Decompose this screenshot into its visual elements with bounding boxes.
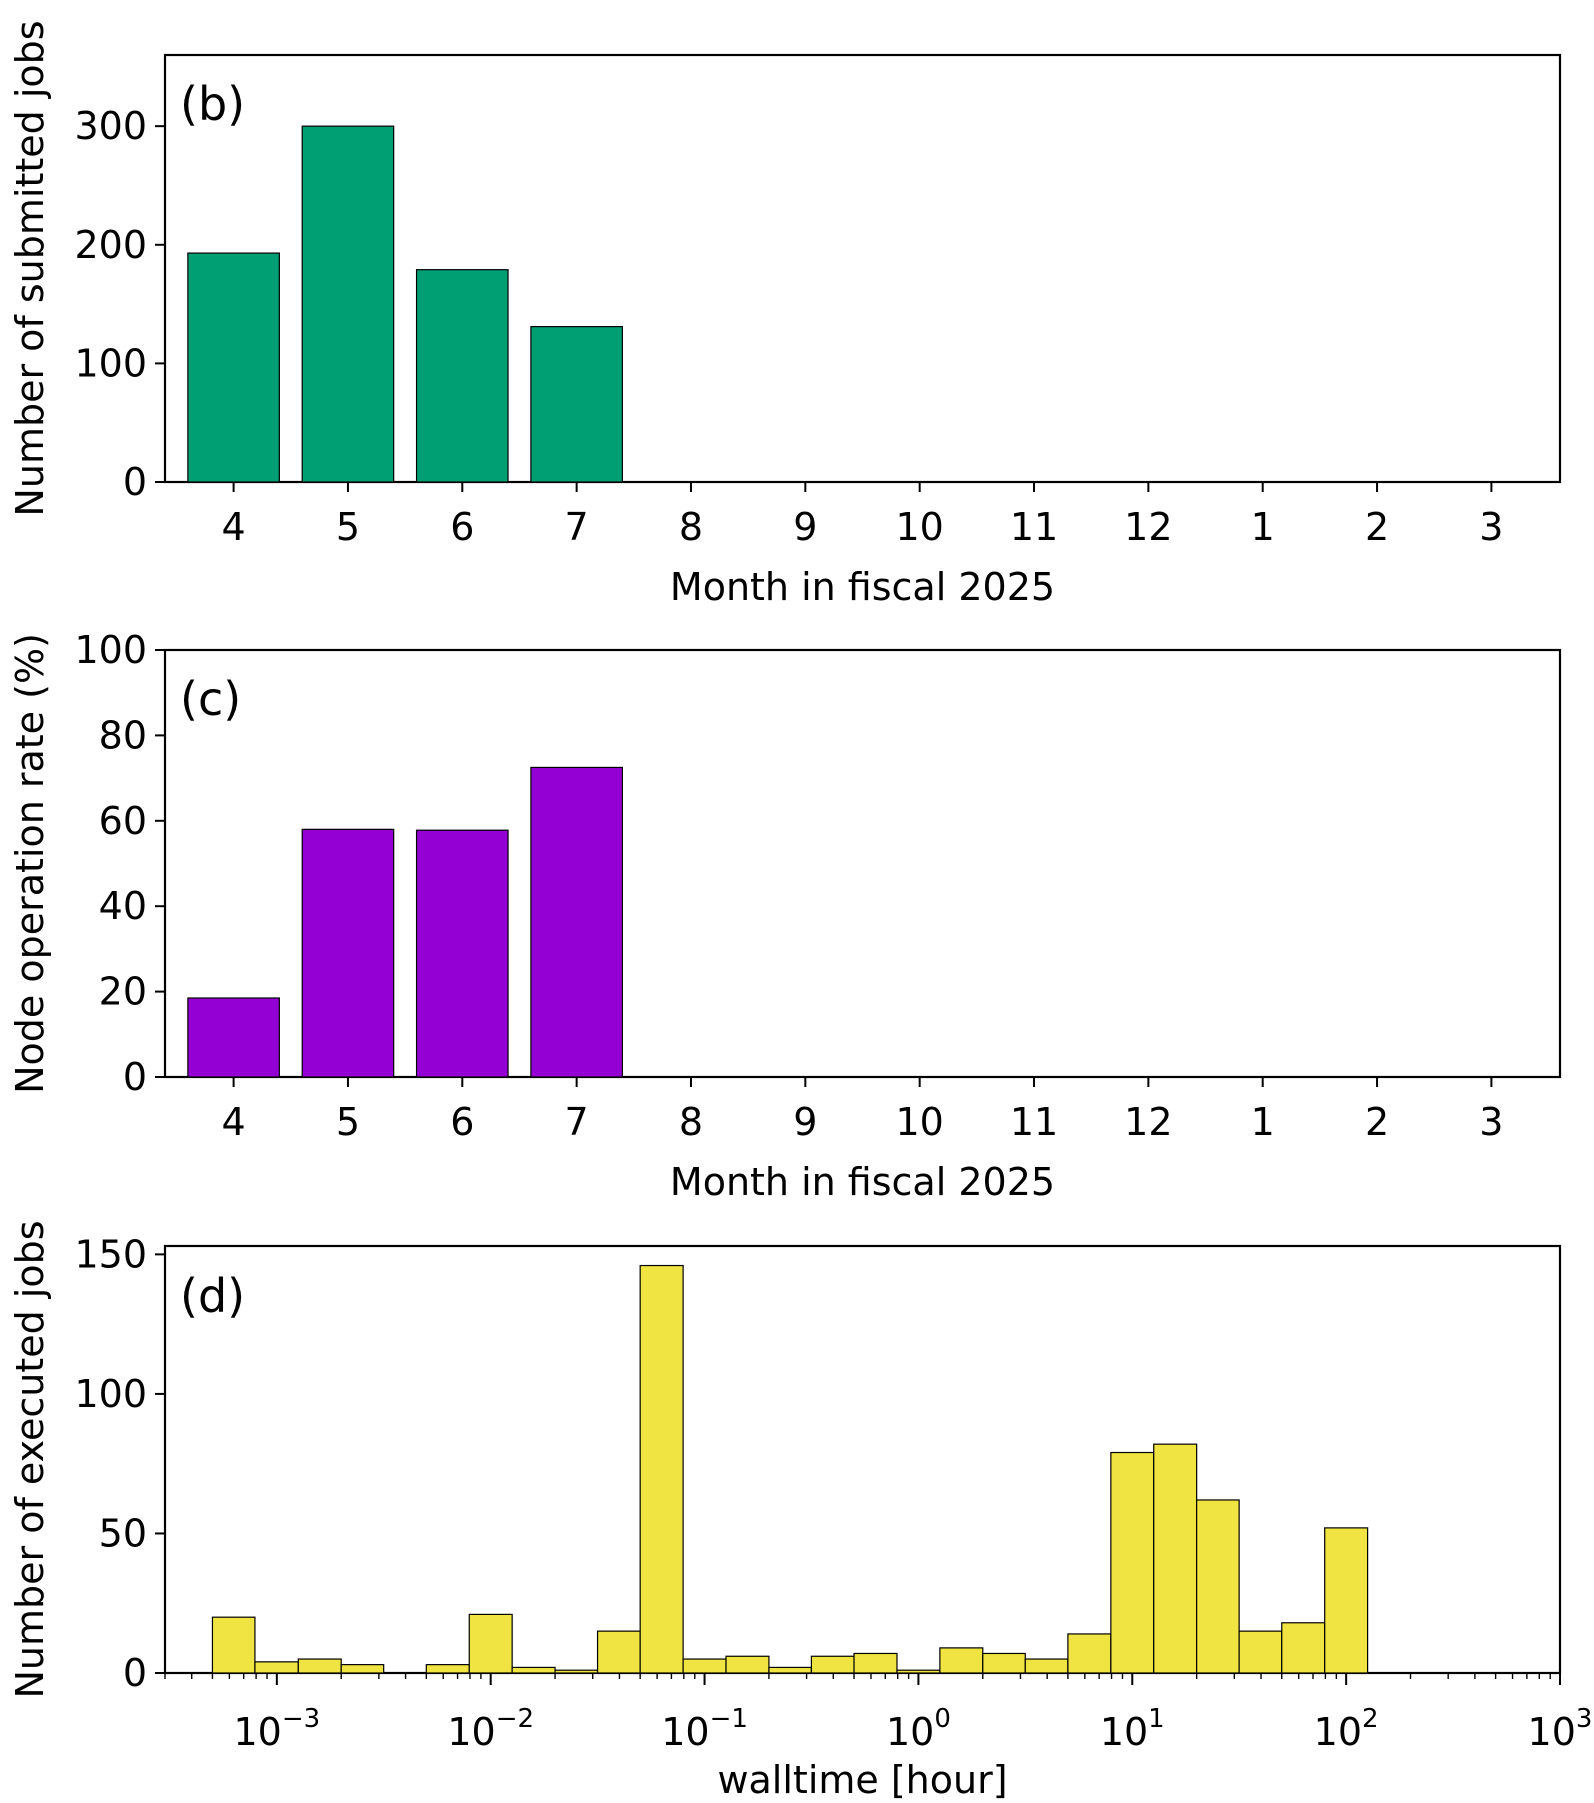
b-x-tick-label: 10 (895, 505, 943, 549)
b-x-tick-label: 1 (1251, 505, 1275, 549)
d-hist-bar (1067, 1633, 1112, 1674)
d-x-tick-label: 102 (1314, 1704, 1379, 1754)
d-y-tick-label: 0 (123, 1651, 147, 1695)
d-hist-bar (682, 1658, 727, 1674)
d-hist-bar (554, 1669, 599, 1674)
d-x-tick-label: 100 (886, 1704, 951, 1754)
d-hist-bar (511, 1666, 556, 1674)
c-y-tick-label: 40 (99, 884, 147, 928)
d-y-tick-label: 50 (99, 1511, 147, 1555)
b-y-axis-label: Number of submitted jobs (8, 20, 52, 516)
panel-c-chart: (c) Node operation rate (%) Month in fisca… (8, 628, 1562, 1204)
d-hist-bar (468, 1613, 513, 1674)
d-hist-bar (896, 1669, 941, 1674)
b-bar (187, 252, 280, 483)
b-x-axis-label: Month in fiscal 2025 (670, 565, 1055, 609)
c-x-tick-label: 12 (1124, 1100, 1172, 1144)
b-axes-frame (163, 53, 1562, 484)
b-y-tick-label: 200 (74, 223, 147, 267)
c-y-tick-label: 20 (99, 970, 147, 1014)
b-x-tick-label: 2 (1365, 505, 1389, 549)
b-bar (415, 269, 509, 483)
d-x-tick-label: 10−1 (661, 1704, 748, 1754)
c-bar (187, 997, 280, 1078)
c-x-tick-label: 9 (793, 1100, 817, 1144)
d-x-tick-label: 10−2 (447, 1704, 534, 1754)
b-x-tick-label: 7 (565, 505, 589, 549)
b-x-tick-label: 11 (1010, 505, 1058, 549)
b-y-tick-label: 300 (74, 104, 147, 148)
b-x-tick-label: 6 (450, 505, 474, 549)
d-hist-bar (982, 1652, 1026, 1674)
c-x-axis-label: Month in fiscal 2025 (670, 1160, 1055, 1204)
d-hist-bar (1324, 1527, 1369, 1674)
d-hist-bar (639, 1264, 684, 1674)
b-panel-label: (b) (180, 77, 245, 131)
c-x-tick-label: 6 (450, 1100, 474, 1144)
b-y-tick-label: 0 (123, 460, 147, 504)
b-x-tick-label: 9 (793, 505, 817, 549)
d-hist-bar (211, 1616, 256, 1674)
d-hist-bar (939, 1647, 984, 1674)
d-hist-bar (596, 1630, 641, 1674)
c-bar (530, 766, 623, 1078)
b-x-tick-label: 5 (336, 505, 360, 549)
c-x-tick-label: 11 (1010, 1100, 1058, 1144)
c-x-tick-label: 5 (336, 1100, 360, 1144)
d-hist-bar (810, 1655, 855, 1674)
c-x-tick-label: 10 (895, 1100, 943, 1144)
c-y-tick-label: 100 (74, 628, 147, 672)
panel-d-chart: (d) Number of executed jobs walltime [hour… (8, 1220, 1592, 1802)
d-y-tick-label: 150 (74, 1232, 147, 1276)
d-hist-bar (853, 1652, 898, 1674)
d-y-tick-label: 100 (74, 1372, 147, 1416)
d-hist-bar (1196, 1499, 1240, 1674)
b-y-tick-label: 100 (74, 341, 147, 385)
c-x-tick-label: 3 (1479, 1100, 1503, 1144)
d-hist-bar (725, 1655, 770, 1674)
c-panel-label: (c) (180, 672, 241, 726)
d-hist-bar (340, 1664, 385, 1674)
c-y-tick-label: 0 (123, 1055, 147, 1099)
b-bar (301, 125, 395, 483)
c-x-tick-label: 1 (1251, 1100, 1275, 1144)
d-x-tick-label: 101 (1100, 1704, 1165, 1754)
c-x-tick-label: 2 (1365, 1100, 1389, 1144)
d-x-tick-label: 10−3 (233, 1704, 320, 1754)
c-x-tick-label: 7 (565, 1100, 589, 1144)
d-panel-label: (d) (180, 1269, 245, 1323)
c-bar (301, 828, 395, 1078)
d-hist-bar (254, 1661, 299, 1674)
b-x-tick-label: 3 (1479, 505, 1503, 549)
d-hist-bar (1281, 1622, 1326, 1674)
d-hist-bar (1238, 1630, 1283, 1674)
b-x-tick-label: 12 (1124, 505, 1172, 549)
d-hist-bar (768, 1666, 813, 1674)
d-x-axis-label: walltime [hour] (717, 1758, 1007, 1802)
c-x-tick-label: 8 (679, 1100, 703, 1144)
b-bar (530, 326, 623, 483)
c-y-tick-label: 60 (99, 799, 147, 843)
b-x-tick-label: 4 (222, 505, 246, 549)
d-hist-bar (425, 1664, 470, 1674)
d-hist-bar (1110, 1451, 1155, 1674)
d-hist-bar (1024, 1658, 1069, 1674)
c-axes-frame (163, 648, 1562, 1079)
panel-b-chart: (b) Number of submitted jobs Month in fisc… (8, 20, 1562, 609)
c-y-tick-label: 80 (99, 713, 147, 757)
c-y-axis-label: Node operation rate (%) (8, 633, 52, 1094)
d-hist-bar (1153, 1443, 1198, 1674)
d-x-tick-label: 103 (1528, 1704, 1593, 1754)
d-hist-bar (297, 1658, 342, 1674)
d-y-axis-label: Number of executed jobs (8, 1220, 52, 1698)
c-x-tick-label: 4 (222, 1100, 246, 1144)
c-bar (415, 829, 509, 1078)
b-x-tick-label: 8 (679, 505, 703, 549)
